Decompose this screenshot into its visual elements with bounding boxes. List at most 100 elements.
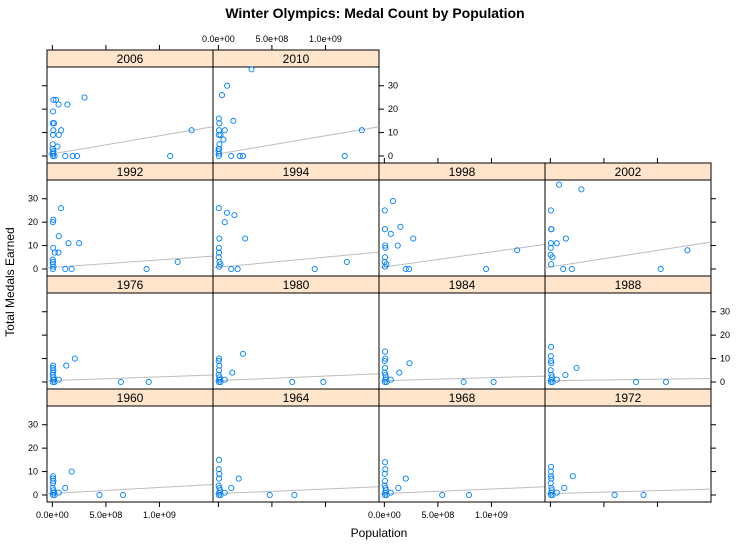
data-point	[218, 92, 226, 99]
strip-label-2006: 2006	[117, 52, 144, 66]
data-point	[215, 367, 223, 374]
data-point	[49, 141, 56, 148]
strip-label-2002: 2002	[615, 165, 642, 179]
data-point	[289, 378, 296, 386]
panel-frame-1994	[212, 179, 380, 277]
y-tick-label: 20	[720, 330, 730, 340]
y-tick-label: 10	[28, 241, 38, 251]
data-point	[568, 265, 575, 273]
data-point	[49, 480, 57, 487]
panel-frame-1972	[544, 405, 712, 503]
data-point	[657, 265, 664, 273]
data-point	[49, 265, 56, 273]
data-point	[382, 242, 389, 249]
data-point	[216, 150, 223, 157]
panel-frame-1984	[378, 292, 546, 390]
data-point	[81, 94, 88, 101]
panel-2002: 2002	[544, 162, 712, 277]
panel-frame-2006	[46, 66, 214, 164]
data-point	[514, 247, 521, 254]
data-point	[358, 127, 365, 134]
data-point	[221, 127, 228, 134]
data-point	[217, 378, 224, 386]
data-point	[548, 261, 555, 268]
data-point	[549, 491, 556, 499]
data-point	[228, 265, 235, 273]
data-point	[228, 152, 235, 160]
data-point	[50, 367, 57, 374]
y-tick-label: 30	[720, 307, 730, 317]
regression-line-1964	[212, 486, 380, 495]
data-point	[49, 131, 57, 138]
panel-1988: 1988	[544, 275, 712, 390]
regression-line-1988	[544, 377, 712, 382]
data-point	[490, 378, 497, 386]
data-point	[381, 357, 388, 364]
data-point	[560, 265, 567, 273]
regression-line-2010	[212, 126, 380, 156]
regression-line-1976	[46, 374, 214, 382]
data-point	[216, 120, 223, 127]
data-point	[242, 235, 249, 242]
data-point	[235, 475, 242, 482]
data-point	[51, 378, 58, 386]
data-point	[547, 207, 554, 214]
panel-1968: 1968	[378, 388, 546, 503]
panel-2010: 2010	[212, 49, 380, 164]
data-point	[410, 235, 417, 242]
data-point	[381, 364, 389, 371]
data-point	[215, 357, 222, 364]
data-point	[387, 230, 394, 237]
data-point	[62, 484, 69, 492]
y-tick-label: 30	[28, 194, 38, 204]
y-tick-label: 20	[388, 104, 398, 114]
data-point	[167, 152, 174, 160]
data-point	[406, 360, 413, 367]
data-point	[50, 489, 58, 496]
data-point	[174, 258, 181, 266]
data-point	[215, 148, 222, 155]
panel-1998: 1998	[378, 162, 546, 277]
data-point	[402, 475, 409, 482]
data-point	[239, 350, 247, 357]
y-tick-label: 30	[388, 81, 398, 91]
regression-line-1980	[212, 373, 380, 382]
data-point	[383, 378, 390, 386]
data-point	[548, 343, 555, 350]
data-point	[402, 265, 409, 273]
data-point	[52, 96, 59, 103]
panel-frame-2010	[212, 66, 380, 164]
data-point	[55, 101, 62, 108]
strip-label-2010: 2010	[283, 52, 310, 66]
y-tick-label: 0	[388, 151, 393, 161]
data-point	[611, 491, 618, 499]
data-point	[216, 235, 223, 242]
data-point	[548, 475, 555, 482]
data-point	[562, 371, 569, 379]
panel-frame-1960	[46, 405, 214, 503]
panel-frame-1988	[544, 292, 712, 390]
data-point	[548, 463, 555, 470]
y-tick-label: 10	[28, 467, 38, 477]
data-point	[216, 470, 223, 477]
regression-line-1994	[212, 251, 380, 269]
data-point	[311, 265, 318, 273]
data-point	[382, 244, 389, 251]
data-point	[396, 369, 403, 376]
data-point	[291, 491, 298, 499]
data-point	[320, 378, 327, 386]
x-axis-title: Population	[351, 526, 408, 540]
data-point	[216, 376, 224, 383]
data-point	[57, 205, 64, 212]
panel-1984: 1984	[378, 275, 546, 390]
data-point	[65, 240, 72, 247]
data-point	[49, 120, 56, 127]
y-tick-label: 30	[28, 420, 38, 430]
data-point	[382, 355, 389, 362]
data-point	[547, 367, 554, 374]
x-tick-label: 5.0e+08	[422, 510, 455, 520]
strip-label-1988: 1988	[615, 278, 642, 292]
data-point	[548, 360, 555, 367]
data-point	[383, 261, 390, 268]
